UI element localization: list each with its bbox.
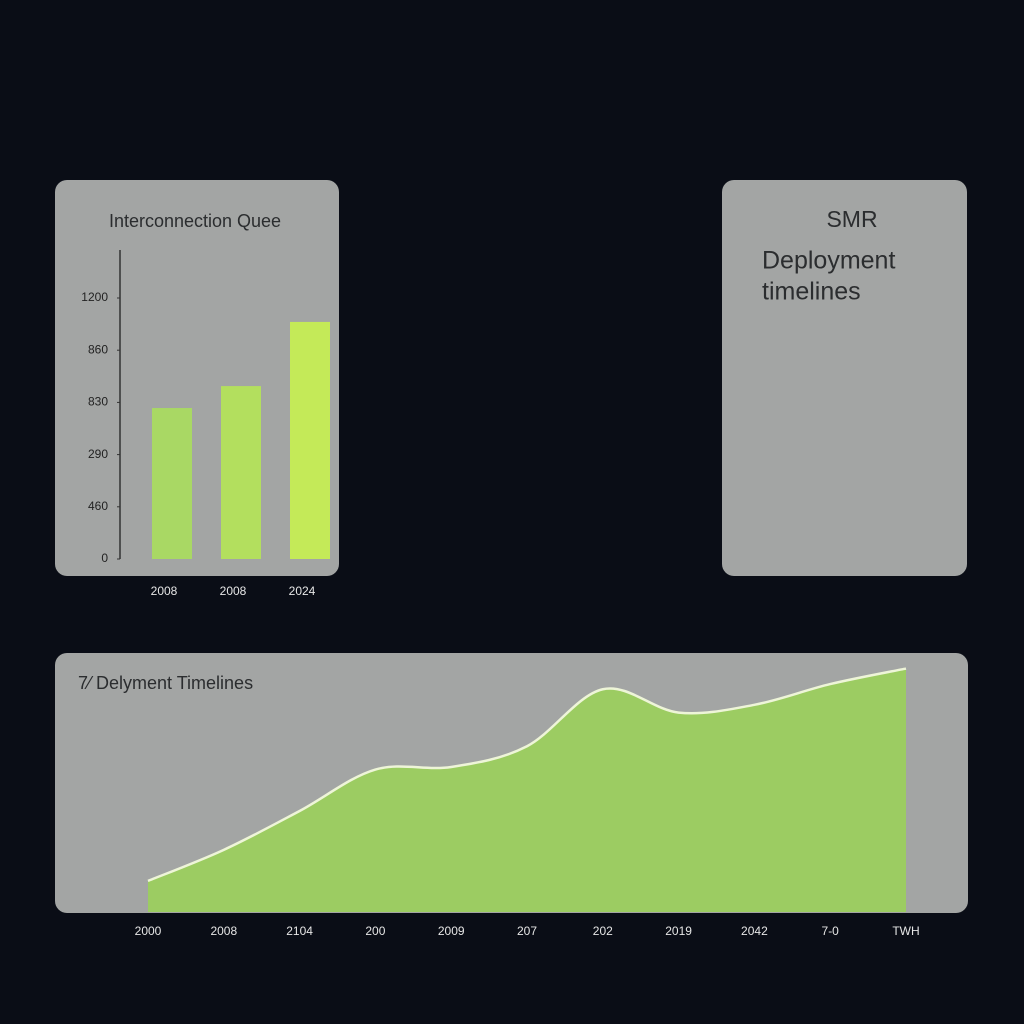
smr-panel (722, 180, 967, 576)
x-tick-label: 2008 (151, 584, 178, 598)
bar-title: Interconnection Quee (109, 211, 281, 231)
bar (221, 386, 261, 559)
panel-title: SMR (826, 206, 877, 232)
x-tick-label: 202 (593, 924, 613, 938)
x-tick-label: 2042 (741, 924, 768, 938)
bar (290, 321, 330, 559)
x-tick-label: 207 (517, 924, 537, 938)
area (148, 668, 906, 912)
area-title: 7⁄ Delyment Timelines (78, 673, 253, 693)
y-tick-label: 460 (88, 499, 108, 513)
bar (152, 408, 192, 559)
x-tick-label: 2009 (438, 924, 465, 938)
x-tick-label: 7-0 (822, 924, 840, 938)
y-tick-label: 860 (88, 342, 108, 356)
y-tick-label: 830 (88, 395, 108, 409)
x-tick-label: 2104 (286, 924, 313, 938)
x-tick-label: 2000 (135, 924, 162, 938)
panel-line: Deployment (762, 247, 895, 275)
x-tick-label: 200 (365, 924, 385, 938)
bar-panel (55, 180, 339, 576)
x-tick-label: 2024 (289, 584, 316, 598)
y-tick-label: 0 (101, 551, 108, 565)
panel-line: timelines (762, 278, 861, 306)
x-tick-label: 2008 (220, 584, 247, 598)
y-tick-label: 1200 (81, 290, 108, 304)
line (147, 667, 907, 883)
x-tick-label: 2019 (665, 924, 692, 938)
x-tick-label: TWH (892, 924, 919, 938)
x-tick-label: 2008 (210, 924, 237, 938)
y-tick-label: 290 (88, 447, 108, 461)
